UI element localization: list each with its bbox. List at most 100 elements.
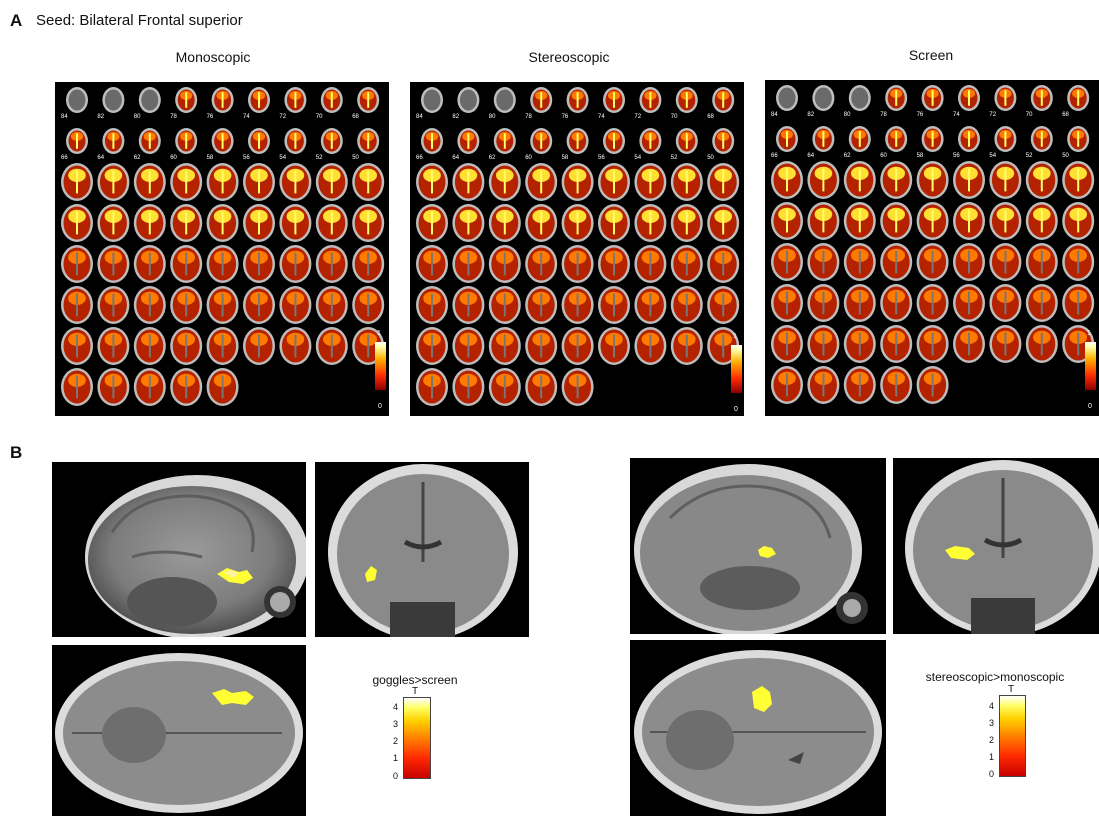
brain-slice: [921, 126, 944, 152]
brain-slice: [133, 327, 166, 365]
brain-slice: [133, 286, 166, 324]
brain-slice: [243, 163, 275, 201]
slice-number: 54: [634, 155, 641, 161]
brain-slice: [170, 163, 203, 201]
brain-slice: [807, 325, 840, 363]
brain-slice: [634, 204, 667, 242]
brain-slice: [211, 128, 234, 154]
brain-slice: [675, 87, 698, 113]
mri-coronal-left: [315, 462, 529, 637]
brain-slice: [61, 163, 93, 201]
slice-number: 54: [989, 153, 996, 159]
t-tick: 3: [392, 719, 398, 729]
brain-slice: [416, 286, 448, 324]
colorbar-screen: 1 0: [1082, 330, 1098, 412]
brain-slice: [352, 245, 385, 283]
brain-slice: [561, 327, 594, 365]
slice-number: 84: [416, 114, 423, 120]
brain-slice: [206, 163, 239, 201]
slice-number: 60: [525, 155, 532, 161]
t-tick: 3: [988, 718, 994, 728]
brain-slice: [416, 368, 448, 406]
brain-slice: [315, 327, 348, 365]
brain-slice: [1025, 284, 1058, 322]
slice-number: 74: [953, 112, 960, 118]
brain-slice: [848, 85, 871, 111]
colorbar-gradient: [375, 342, 386, 390]
brain-slice: [953, 243, 985, 281]
brain-slice: [243, 245, 275, 283]
brain-slice: [670, 286, 703, 324]
brain-slice: [989, 325, 1022, 363]
brain-slice: [953, 325, 985, 363]
t-tick: 2: [392, 736, 398, 746]
brain-slice: [634, 163, 667, 201]
slice-number: 58: [917, 153, 924, 159]
brain-slice: [61, 368, 93, 406]
brain-slice: [953, 284, 985, 322]
brain-slice: [807, 202, 840, 240]
brain-slice: [452, 245, 485, 283]
brain-slice: [416, 245, 448, 283]
brain-slice: [843, 202, 876, 240]
brain-slice: [138, 128, 161, 154]
brain-slice: [880, 325, 913, 363]
brain-slice: [352, 163, 385, 201]
t-tick: 1: [392, 753, 398, 763]
brain-slice: [880, 243, 913, 281]
brain-slice: [670, 327, 703, 365]
brain-slice: [493, 128, 516, 154]
brain-slice: [566, 87, 589, 113]
brain-slice: [812, 126, 835, 152]
brain-slice: [989, 284, 1022, 322]
brain-slice: [776, 126, 798, 152]
colorbar-min-label: 0: [378, 403, 382, 410]
brain-slice: [880, 284, 913, 322]
brain-slice: [675, 128, 698, 154]
slice-number: 70: [316, 114, 323, 120]
brain-slice: [807, 284, 840, 322]
brain-slice: [670, 204, 703, 242]
slice-number: 72: [989, 112, 996, 118]
brain-slice: [488, 163, 521, 201]
brain-slice: [97, 327, 130, 365]
brain-slice: [525, 327, 558, 365]
brain-slice: [206, 245, 239, 283]
slice-number: 78: [880, 112, 887, 118]
slice-number: 62: [134, 155, 141, 161]
brain-slice: [1025, 243, 1058, 281]
colorbar-gradient: [731, 345, 742, 393]
brain-slice: [885, 85, 908, 111]
brain-slice: [634, 245, 667, 283]
slice-number: 64: [97, 155, 104, 161]
brain-slice: [315, 204, 348, 242]
brain-slice: [1067, 126, 1090, 152]
slice-number: 58: [207, 155, 214, 161]
brain-slice: [598, 245, 630, 283]
brain-slice: [1062, 243, 1095, 281]
brain-slice: [707, 204, 740, 242]
brain-slice: [452, 368, 485, 406]
brain-slice: [634, 327, 667, 365]
brain-slice: [958, 85, 980, 111]
montage-screen: 84 82 80 78 76 74 72 70 68 66 64 62 60 58 56 54 52 50: [765, 80, 1099, 416]
slice-number: 54: [279, 155, 286, 161]
brain-slice: [603, 128, 625, 154]
slice-number: 70: [671, 114, 678, 120]
brain-slice: [812, 85, 835, 111]
brain-slice: [97, 204, 130, 242]
brain-slice: [97, 368, 130, 406]
slice-number: 68: [707, 114, 714, 120]
brain-slice: [1062, 161, 1095, 199]
brain-slice: [989, 243, 1022, 281]
mri-coronal-right: [893, 458, 1099, 634]
brain-slice: [97, 163, 130, 201]
slice-number: 66: [416, 155, 423, 161]
brain-slice: [880, 366, 913, 404]
slice-number: 78: [170, 114, 177, 120]
brain-slice: [452, 204, 485, 242]
brain-slice: [921, 85, 944, 111]
t-tick: 1: [988, 752, 994, 762]
brain-slice: [102, 128, 125, 154]
brain-slice: [1025, 161, 1058, 199]
